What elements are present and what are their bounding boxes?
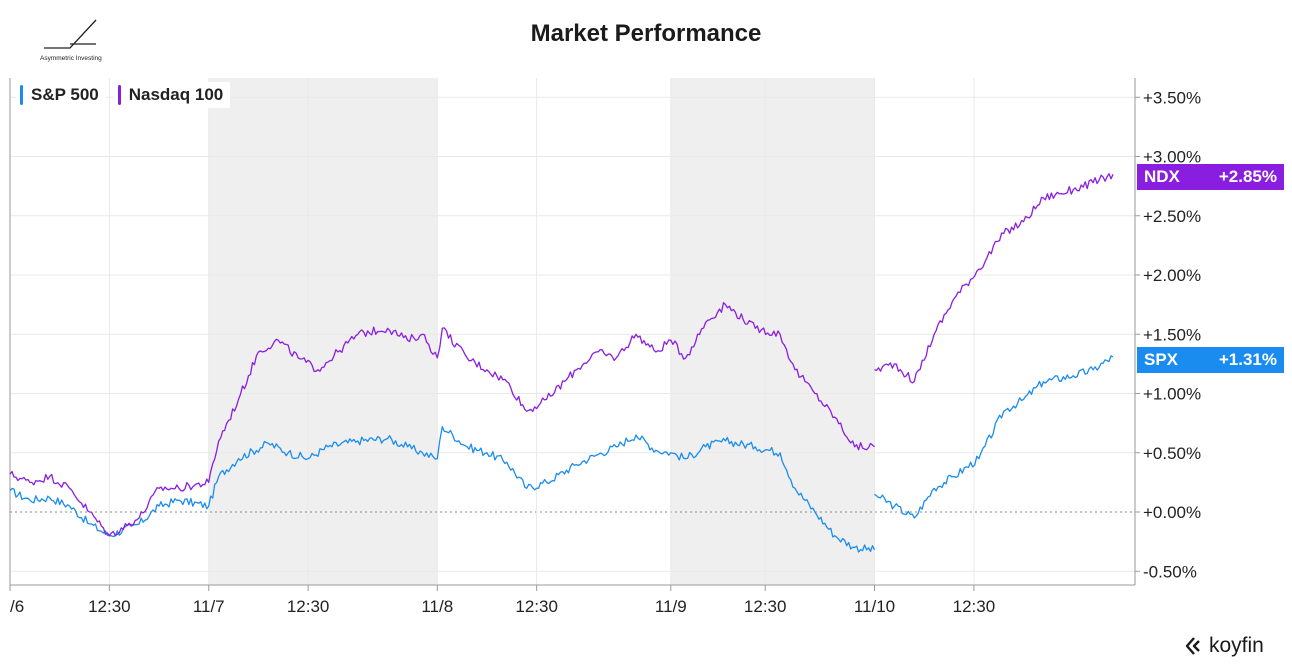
x-tick-label: 12:30 [744,597,787,616]
x-tick-label: 11/8 [421,597,453,616]
koyfin-icon [1185,637,1200,655]
x-tick-label: 12:30 [515,597,558,616]
ndx-last-value: +2.85% [1218,167,1277,187]
legend-item-spx[interactable]: S&P 500 [16,82,106,108]
x-tick-label: 12:30 [88,597,131,616]
y-tick-label: +2.00% [1143,266,1201,285]
chart-legend: S&P 500 Nasdaq 100 [16,82,231,108]
y-tick-label: +0.50% [1143,444,1201,463]
legend-label-ndx: Nasdaq 100 [128,85,224,104]
shaded-session-11-7 [208,78,438,585]
legend-item-ndx[interactable]: Nasdaq 100 [113,82,231,108]
session-shading [208,78,875,585]
y-tick-label: +1.50% [1143,325,1201,344]
spx-ticker: SPX [1144,349,1179,369]
koyfin-watermark: koyfin [1184,634,1264,658]
koyfin-label: koyfin [1209,634,1264,657]
chart-title: Market Performance [530,20,762,47]
shaded-session-11-9 [670,78,875,585]
spx-last-value: +1.31% [1218,349,1277,369]
x-tick-label: 11/7 [193,597,225,616]
x-tick-labels: /6 12:30 11/7 12:30 11/8 12:30 11/9 12:30 11/10 1… [10,597,995,616]
spx-last-value-tag: SPX +1.31% [1137,346,1284,373]
gridlines [9,78,1135,585]
x-tick-label: 12:30 [953,597,996,616]
series-line-spx [9,355,1114,553]
asymmetric-investing-logo: Asymmetric Investing [40,19,102,62]
x-tick-label: 12:30 [287,597,330,616]
y-tick-labels: -0.50% +0.00% +0.50% +1.00% +1.50% +2.00% +2.5… [1135,88,1201,581]
y-tick-label: +1.00% [1143,385,1201,404]
brand-caption: Asymmetric Investing [40,55,102,62]
ndx-swatch [117,85,121,105]
ndx-ticker: NDX [1144,167,1180,187]
axes [9,78,1136,591]
ndx-last-value-tag: NDX +2.85% [1137,164,1284,191]
legend-label-spx: S&P 500 [31,85,99,104]
series-line-ndx [9,173,1114,537]
y-tick-label: +3.50% [1143,88,1201,107]
x-tick-label: 11/9 [655,597,687,616]
y-tick-label: +0.00% [1143,503,1201,522]
series-lines [9,173,1114,553]
x-tick-label: /6 [10,597,24,616]
y-tick-label: -0.50% [1143,562,1197,581]
spx-swatch [20,85,23,105]
x-tick-label: 11/10 [854,597,895,616]
y-tick-label: +2.50% [1143,207,1201,226]
y-tick-label: +3.00% [1143,148,1201,167]
